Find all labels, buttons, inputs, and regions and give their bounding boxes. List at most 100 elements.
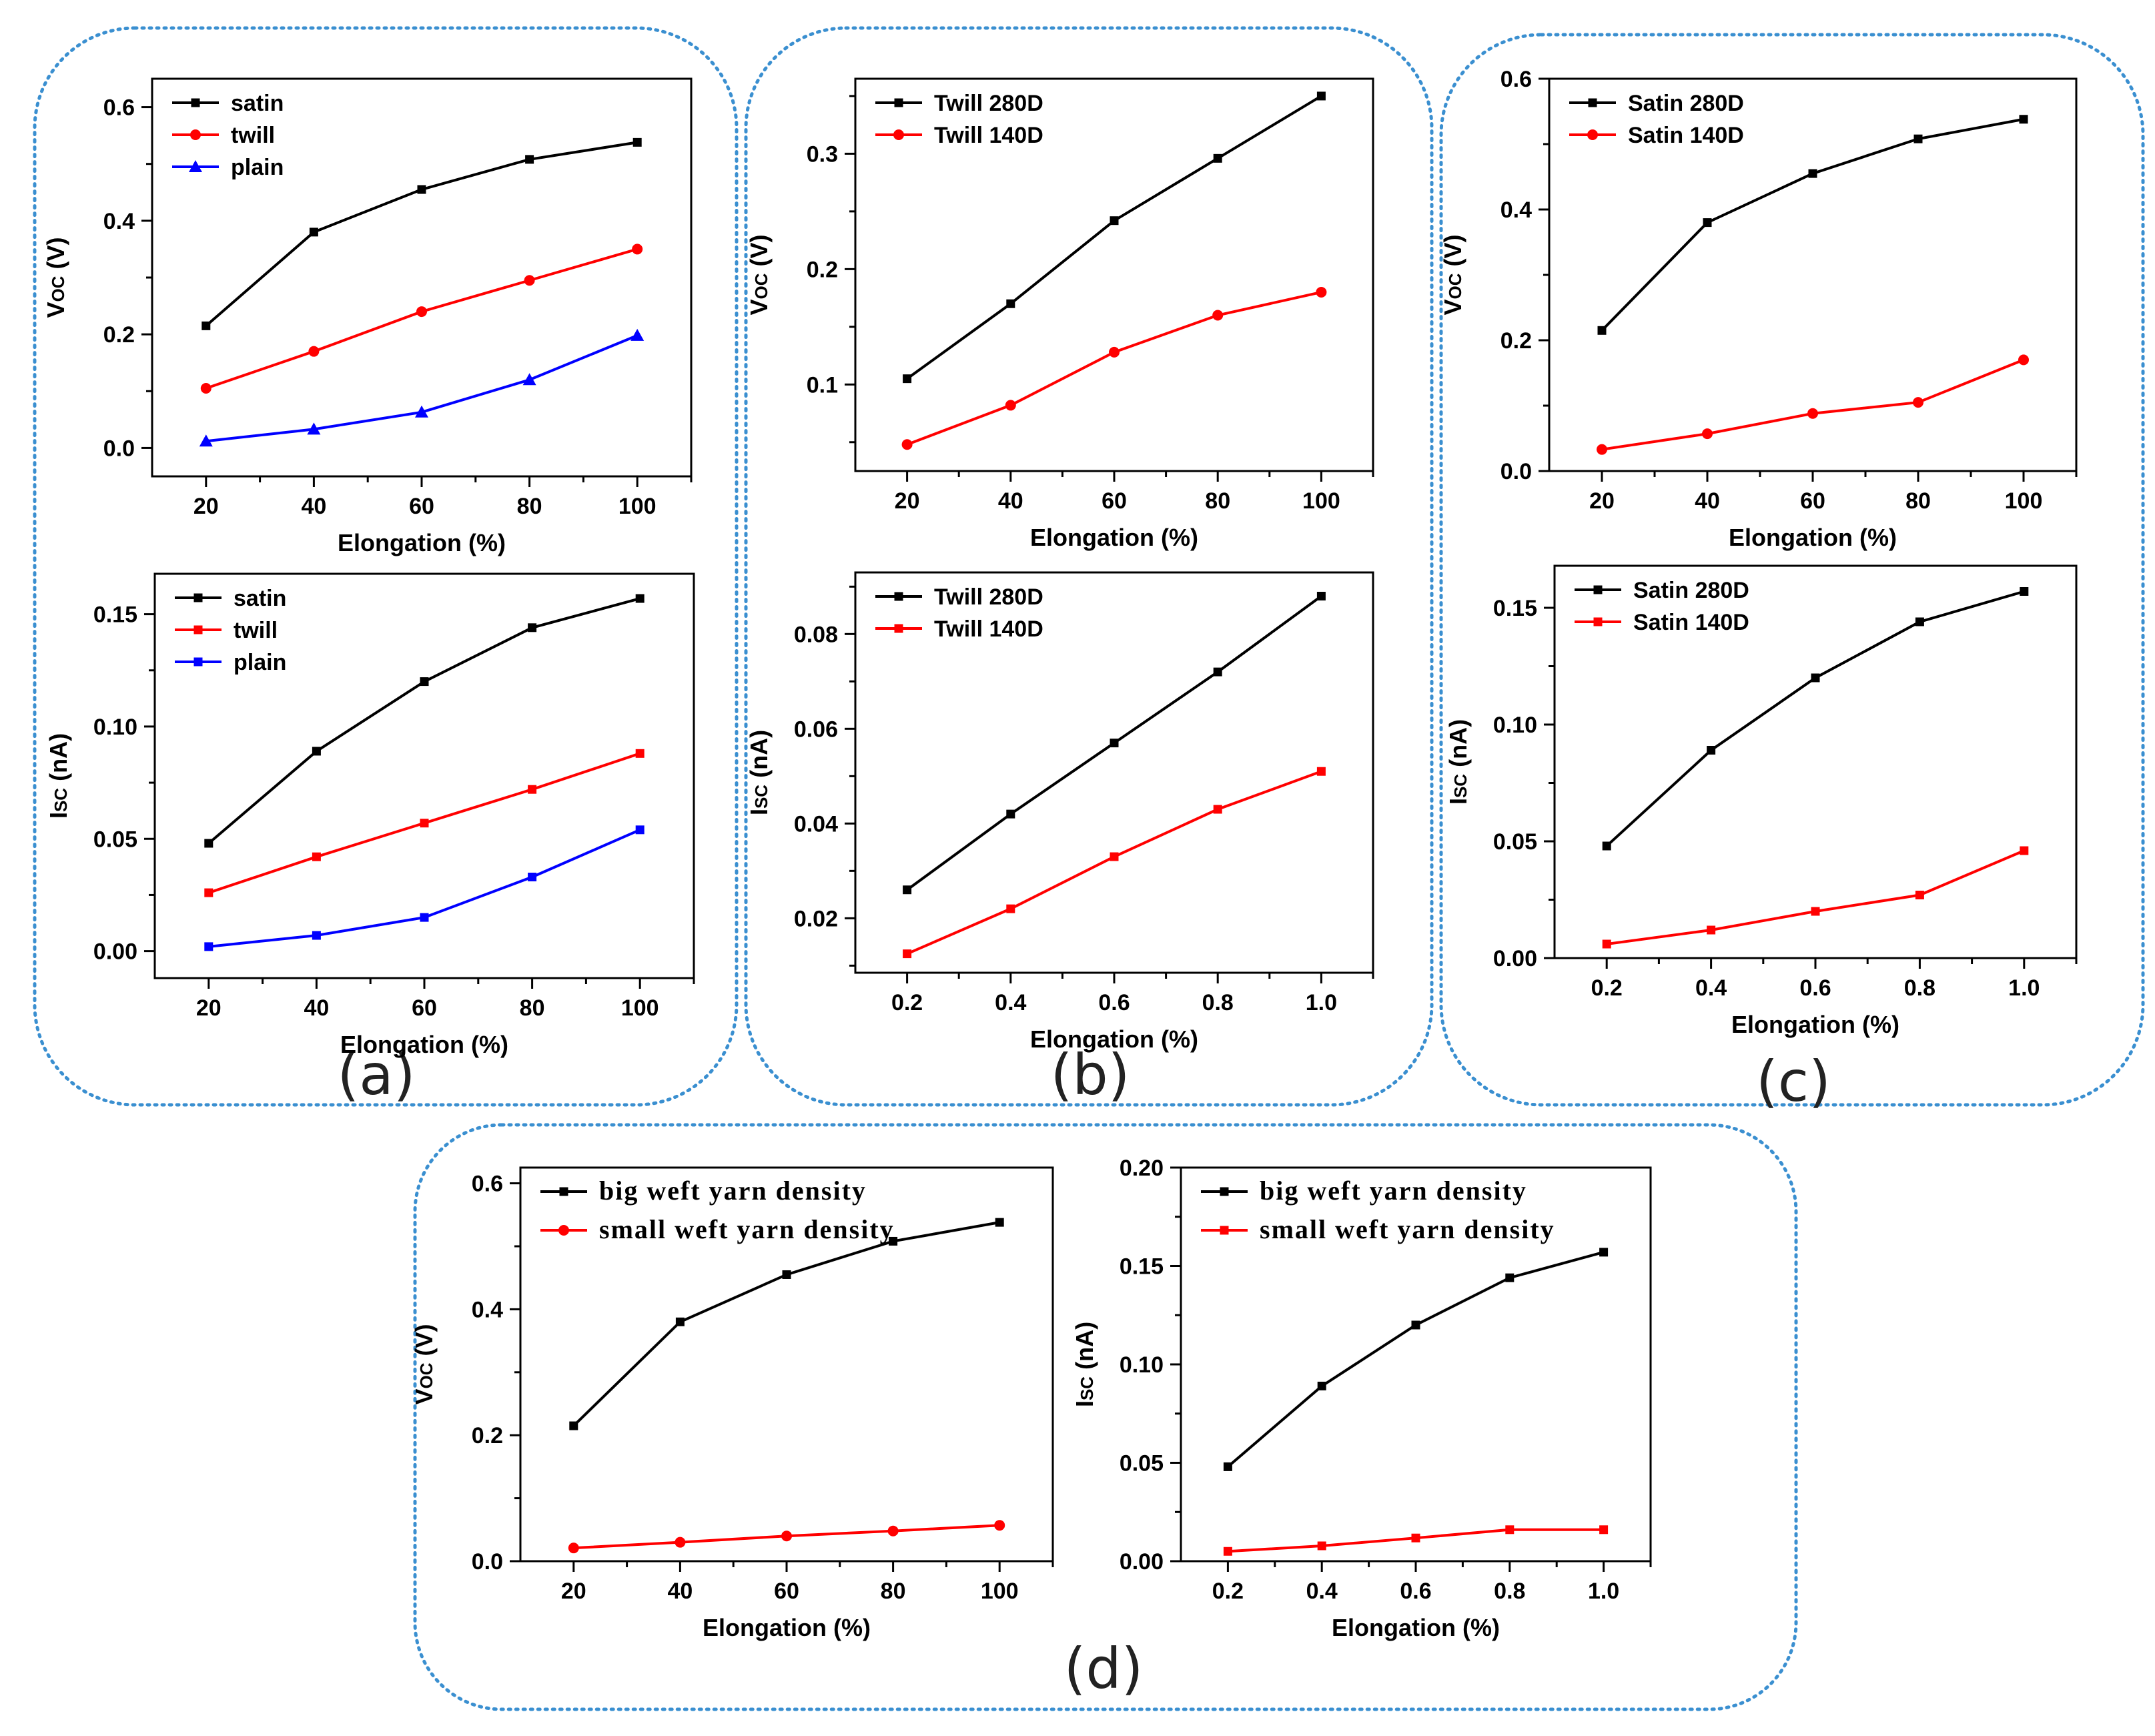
data-point [1316, 91, 1326, 101]
series-1 [1223, 1525, 1609, 1556]
data-point [2020, 846, 2029, 855]
legend-item: plain [172, 155, 284, 180]
data-point [312, 931, 321, 940]
data-point [635, 749, 644, 758]
legend-marker [191, 98, 200, 107]
y-tick-label: 0.4 [1500, 197, 1532, 223]
x-tick-label: 20 [193, 494, 219, 519]
data-point [782, 1270, 791, 1279]
y-tick-label: 0.6 [472, 1172, 503, 1197]
y-tick-label: 0.15 [1120, 1254, 1164, 1280]
series-1 [1597, 354, 2029, 455]
legend-label: big weft yarn density [1260, 1176, 1527, 1206]
y-tick-label: 0.10 [1493, 713, 1537, 738]
y-axis-label-unit: (nA) [1444, 719, 1472, 774]
legend-marker [558, 1225, 569, 1236]
data-point [1915, 891, 1924, 899]
data-point [1110, 852, 1119, 861]
panel-d-frame [413, 1123, 1798, 1711]
series-2 [199, 328, 644, 447]
data-point [1811, 673, 1820, 683]
data-point [903, 885, 912, 895]
x-tick-label: 0.6 [1799, 975, 1831, 1001]
data-point [1212, 310, 1224, 321]
legend-item: small weft yarn density [1201, 1214, 1554, 1244]
x-tick-label: 100 [2005, 488, 2043, 514]
y-axis-label-symbol: I [1071, 1400, 1098, 1407]
series-line [1601, 117, 2024, 332]
legend-label: small weft yarn density [599, 1214, 895, 1244]
data-point [204, 942, 213, 951]
y-tick-label: 0.08 [794, 622, 838, 647]
panel-b-frame [744, 26, 1434, 1107]
x-axis-label: Elongation (%) [1030, 1025, 1198, 1053]
x-tick-label: 0.4 [1306, 1579, 1338, 1604]
legend-marker [189, 160, 202, 172]
x-tick-label: 80 [520, 995, 545, 1021]
x-tick-label: 1.0 [1306, 990, 1337, 1015]
y-axis-label: ISC (nA) [1071, 1322, 1098, 1407]
data-point [201, 321, 211, 330]
series-0 [903, 592, 1326, 895]
legend-item: Satin 280D [1569, 91, 1744, 116]
data-point [1808, 169, 1817, 178]
x-tick-label: 1.0 [1588, 1579, 1619, 1604]
x-tick-label: 40 [998, 488, 1023, 514]
x-tick-label: 60 [774, 1579, 799, 1604]
y-axis-label: VOC (V) [1439, 234, 1466, 315]
data-point [1597, 326, 1607, 335]
y-axis-label-symbol: V [745, 299, 773, 315]
x-tick-label: 0.6 [1098, 990, 1130, 1015]
legend-item: small weft yarn density [540, 1214, 895, 1244]
y-axis-label-unit: (V) [42, 237, 69, 276]
legend-marker [894, 624, 903, 633]
data-point [2020, 587, 2029, 596]
x-tick-label: 0.2 [1212, 1579, 1244, 1604]
legend-label: satin [234, 586, 286, 611]
y-tick-label: 0.4 [103, 209, 135, 234]
data-point [1316, 767, 1326, 776]
y-axis-label: ISC (nA) [745, 730, 773, 815]
x-axis-label: Elongation (%) [1729, 524, 1897, 551]
x-tick-label: 80 [881, 1579, 906, 1604]
legend-label: Satin 140D [1628, 123, 1744, 148]
data-point [1213, 667, 1222, 677]
panel-a-frame [33, 26, 739, 1107]
x-tick-label: 60 [1800, 488, 1825, 514]
legend-marker [1220, 1187, 1229, 1196]
data-point [420, 677, 429, 687]
x-tick-label: 0.2 [1591, 975, 1623, 1001]
legend-marker [193, 593, 203, 602]
y-axis-label-unit: (V) [1439, 234, 1466, 273]
y-tick-label: 0.06 [794, 717, 838, 742]
x-tick-label: 20 [1589, 488, 1615, 514]
data-point [1602, 841, 1611, 851]
y-tick-label: 0.0 [472, 1549, 503, 1575]
legend-marker [190, 129, 201, 140]
legend-item: Satin 140D [1575, 610, 1749, 635]
legend-item: Satin 280D [1575, 578, 1749, 603]
data-point [1109, 346, 1120, 358]
y-axis-label-subscript: OC [1445, 273, 1465, 299]
data-point [675, 1537, 686, 1548]
y-axis-label: VOC (V) [42, 237, 69, 318]
y-tick-label: 0.3 [807, 141, 838, 167]
legend-marker [193, 657, 203, 667]
legend-label: plain [234, 650, 286, 675]
data-point [416, 306, 427, 318]
x-tick-label: 60 [409, 494, 434, 519]
y-axis-label-unit: (nA) [745, 730, 773, 785]
x-tick-label: 40 [301, 494, 326, 519]
legend-marker [1588, 98, 1597, 107]
data-point [204, 839, 213, 848]
legend-marker [894, 592, 903, 601]
panel-c-frame [1439, 33, 2145, 1107]
x-tick-label: 80 [1905, 488, 1931, 514]
data-point [1811, 907, 1820, 916]
data-point [1005, 400, 1016, 411]
y-tick-label: 0.05 [1493, 829, 1537, 855]
x-tick-label: 100 [621, 995, 659, 1021]
data-point [309, 228, 318, 237]
legend-item: satin [172, 91, 284, 116]
